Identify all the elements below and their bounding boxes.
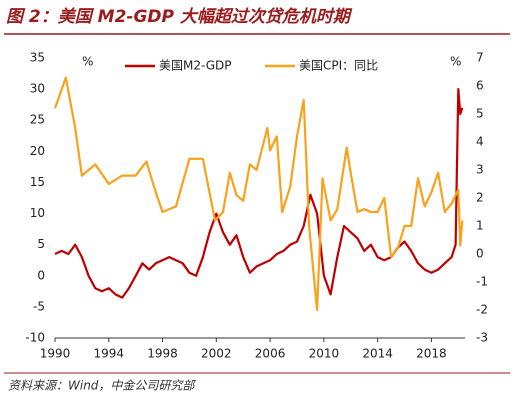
y-tick-label: 0 [37, 268, 45, 282]
y2-tick-label: 6 [476, 79, 484, 93]
y-tick-label: 10 [30, 206, 45, 220]
source: 资料来源：Wind，中金公司研究部 [8, 379, 196, 393]
series-line [53, 76, 464, 312]
y-tick-label: 30 [30, 82, 45, 96]
y-tick-label: 15 [30, 175, 45, 189]
y-tick-label: -5 [33, 299, 45, 313]
y-unit: % [82, 55, 93, 69]
chart-title: 图 2：美国 M2-GDP 大幅超过次贷危机时期 [6, 7, 353, 27]
y2-tick-label: 3 [476, 163, 484, 177]
legend-label: 美国M2-GDP [159, 59, 232, 73]
x-tick-label: 1998 [147, 347, 178, 361]
legend-label: 美国CPI：同比 [299, 59, 378, 73]
x-tick-label: 1994 [93, 347, 124, 361]
y-tick-label: 20 [30, 144, 45, 158]
series-line [54, 88, 464, 299]
x-tick-label: 2018 [416, 347, 447, 361]
y2-tick-label: 0 [476, 247, 484, 261]
x-tick-label: 2002 [201, 347, 232, 361]
y-tick-label: 35 [30, 51, 45, 65]
x-tick-label: 2006 [255, 347, 286, 361]
y2-tick-label: 4 [476, 135, 484, 149]
x-tick-label: 2010 [309, 347, 340, 361]
x-tick-label: 1990 [40, 347, 71, 361]
y-tick-label: -10 [25, 331, 45, 345]
y2-unit: % [450, 55, 461, 69]
y2-tick-label: -3 [476, 331, 488, 345]
y2-tick-label: -1 [476, 275, 488, 289]
y2-tick-label: 7 [476, 51, 484, 65]
y2-tick-label: 5 [476, 107, 484, 121]
x-tick-label: 2014 [362, 347, 393, 361]
y2-tick-label: -2 [476, 303, 488, 317]
y-tick-label: 5 [37, 237, 45, 251]
y-tick-label: 25 [30, 113, 45, 127]
y2-tick-label: 1 [476, 219, 484, 233]
y2-tick-label: 2 [476, 191, 484, 205]
